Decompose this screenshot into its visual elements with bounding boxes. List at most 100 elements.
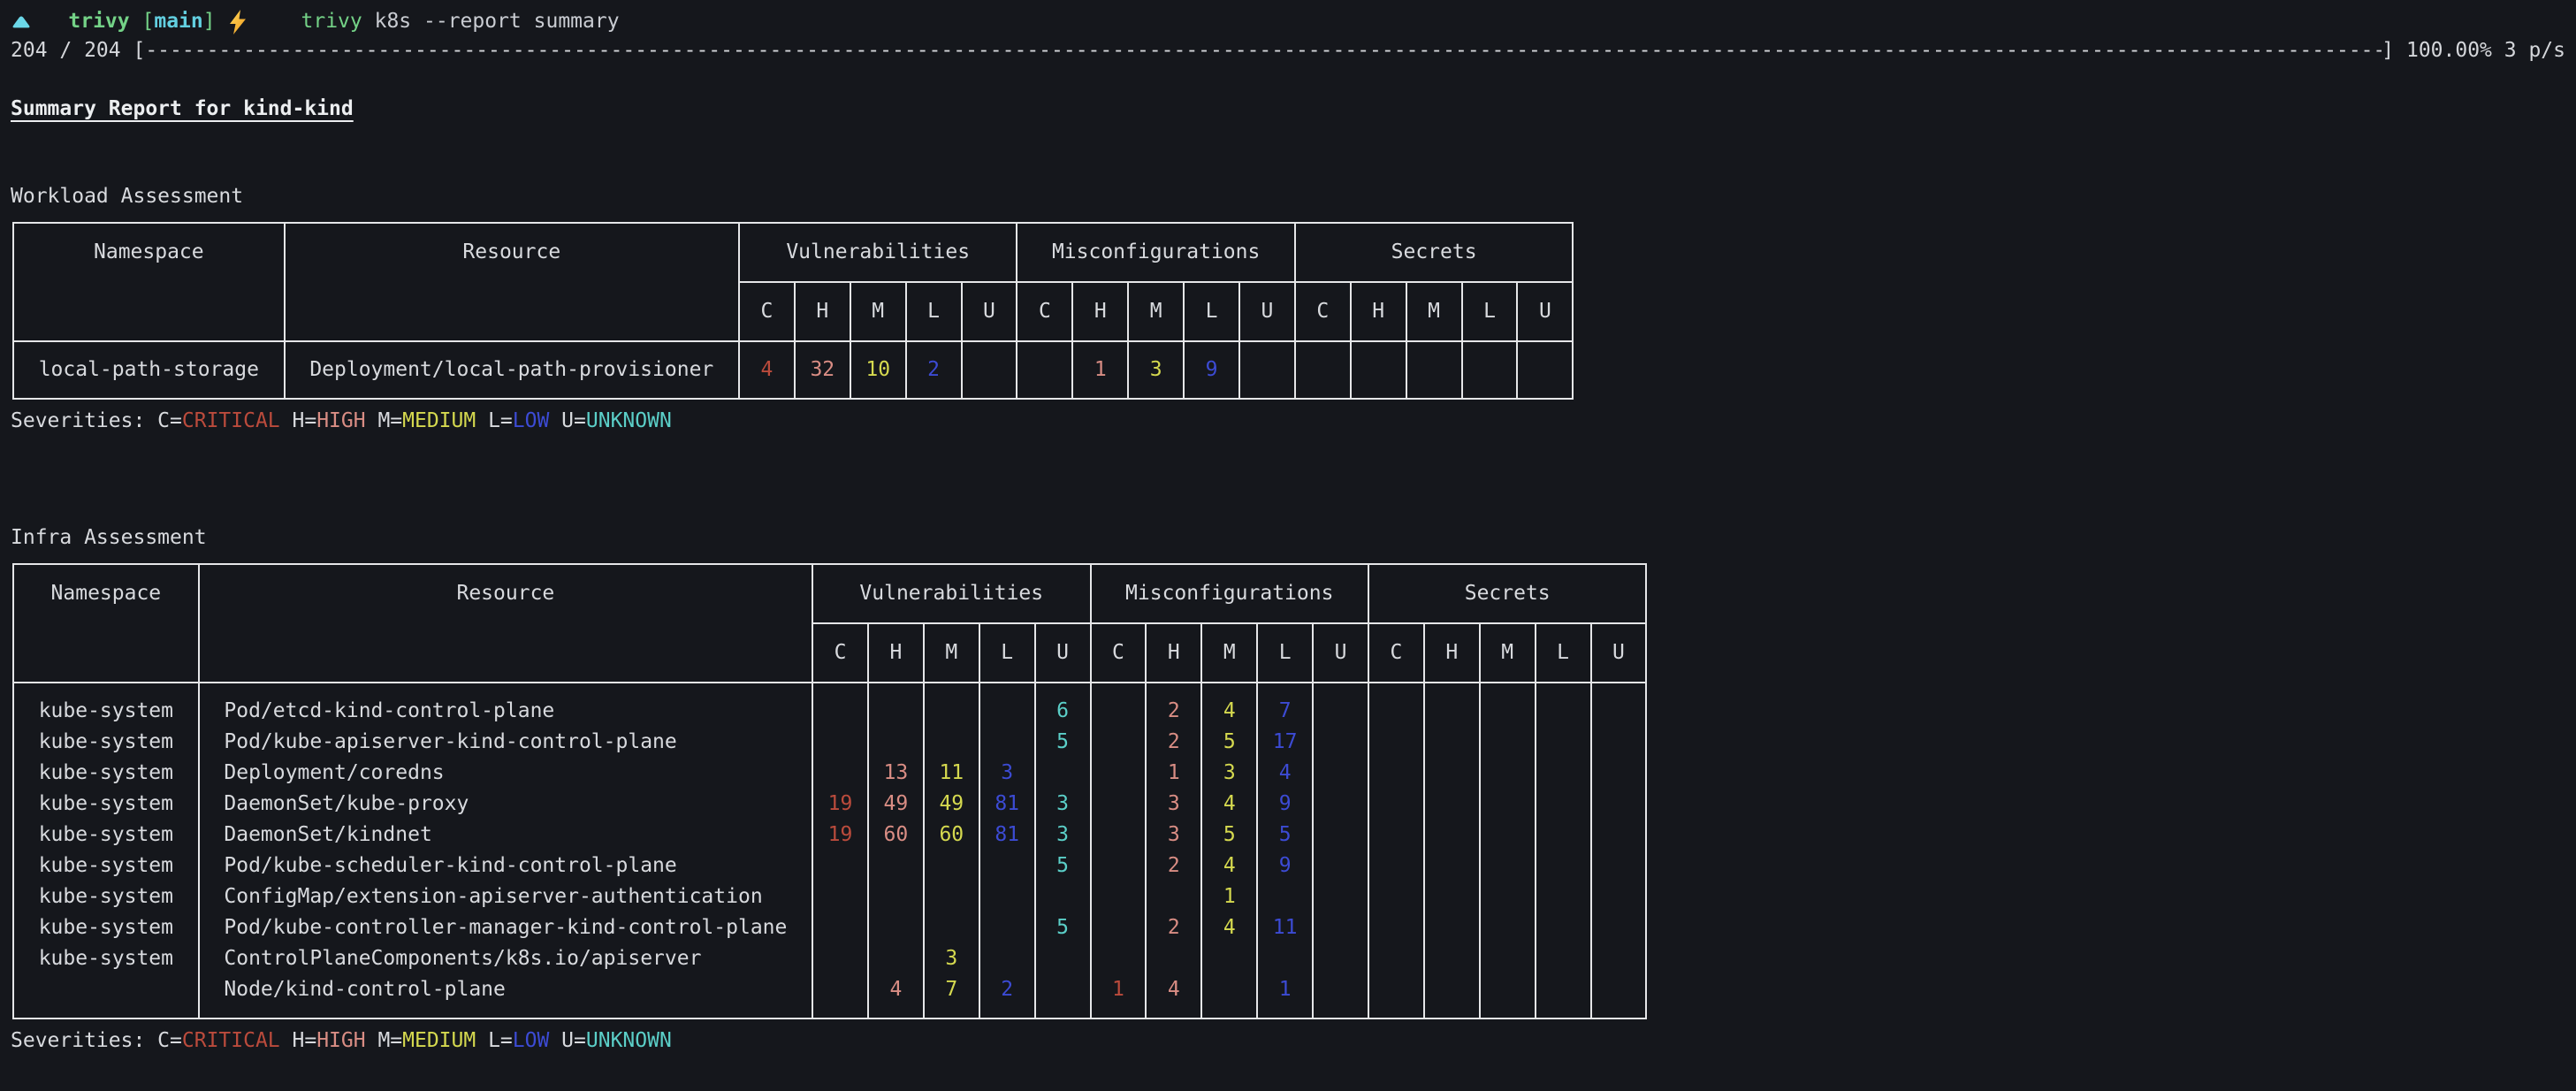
- column-header-H: H: [1071, 281, 1130, 342]
- severity-count-cell: [1089, 758, 1147, 789]
- severity-count-cell: [1367, 758, 1425, 789]
- severity-count-cell: [1016, 341, 1074, 399]
- legend-label: Severities:: [11, 409, 158, 432]
- severity-count-cell: 4: [1200, 851, 1259, 881]
- cell-namespace: kube-system: [12, 820, 200, 851]
- table-row: kube-system DaemonSet/kindnet 19 60 60 81 3 3 5 5: [12, 820, 1648, 851]
- cell-resource: DaemonSet/kube-proxy: [197, 789, 814, 820]
- severity-count-cell: 13: [866, 758, 925, 789]
- severity-count-cell: [866, 851, 925, 881]
- severity-count-cell: 5: [1033, 851, 1092, 881]
- cell-namespace: kube-system: [12, 758, 200, 789]
- legend-critical: CRITICAL: [181, 409, 280, 432]
- cell-resource: Deployment/coredns: [197, 758, 814, 789]
- cell-resource: Pod/kube-scheduler-kind-control-plane: [197, 851, 814, 881]
- severity-count-cell: [1422, 683, 1481, 727]
- severity-count-cell: 3: [1145, 789, 1203, 820]
- column-header-H: H: [1145, 622, 1203, 683]
- column-header-namespace: Namespace: [12, 563, 200, 683]
- workload-section-heading: Workload Assessment: [11, 185, 244, 208]
- group-header-misconfigurations: Misconfigurations: [1016, 222, 1296, 283]
- progress-percent: ] 100.00% 3 p/s: [2382, 39, 2565, 62]
- severity-count-cell: [1478, 974, 1536, 1019]
- column-header-M: M: [1127, 281, 1185, 342]
- cell-resource: Pod/etcd-kind-control-plane: [197, 683, 814, 727]
- severity-count-cell: [1256, 881, 1315, 912]
- severity-count-cell: 60: [866, 820, 925, 851]
- column-header-U: U: [1516, 281, 1574, 342]
- column-header-L: L: [904, 281, 963, 342]
- severity-count-cell: [1200, 974, 1259, 1019]
- legend-high: HIGH: [316, 409, 366, 432]
- severity-count-cell: 9: [1256, 789, 1315, 820]
- severity-count-cell: [1478, 851, 1536, 881]
- table-row: kube-system DaemonSet/kube-proxy 19 49 49 81 3…: [12, 789, 1648, 820]
- severity-count-cell: [1589, 758, 1648, 789]
- cell-resource: Pod/kube-controller-manager-kind-control…: [197, 912, 814, 943]
- severity-count-cell: [922, 912, 980, 943]
- severity-count-cell: 3: [1145, 820, 1203, 851]
- severity-count-cell: [1367, 683, 1425, 727]
- severity-count-cell: [1033, 881, 1092, 912]
- severity-count-cell: [1033, 943, 1092, 974]
- table-row: kube-system Pod/kube-controller-manager-k…: [12, 912, 1648, 943]
- severity-count-cell: 81: [978, 789, 1036, 820]
- severity-count-cell: [1367, 912, 1425, 943]
- severity-count-cell: [1312, 881, 1369, 912]
- cell-namespace: kube-system: [12, 683, 200, 727]
- severity-count-cell: [1367, 974, 1425, 1019]
- severity-count-cell: [1478, 758, 1536, 789]
- cell-namespace: local-path-storage: [12, 341, 286, 399]
- column-header-H: H: [866, 622, 925, 683]
- infra-table-body: kube-system Pod/etcd-kind-control-plane 6 2…: [12, 683, 1648, 1019]
- severity-count-cell: 10: [849, 341, 907, 399]
- report-title: Summary Report for kind-kind: [11, 97, 354, 120]
- severity-count-cell: 1: [1145, 758, 1203, 789]
- severity-count-cell: 6: [1033, 683, 1092, 727]
- column-header-U: U: [1238, 281, 1296, 342]
- severity-count-cell: [1089, 881, 1147, 912]
- severity-count-cell: [866, 881, 925, 912]
- severity-count-cell: [1405, 341, 1463, 399]
- triangle-up-icon: [11, 0, 59, 87]
- legend-medium: MEDIUM: [402, 1029, 476, 1052]
- severity-count-cell: [812, 758, 869, 789]
- severity-count-cell: [1312, 683, 1369, 727]
- severity-count-cell: [812, 881, 869, 912]
- severity-count-cell: [1422, 881, 1481, 912]
- severity-count-cell: 2: [1145, 727, 1203, 758]
- column-header-resource: Resource: [283, 222, 740, 342]
- severity-count-cell: [1478, 727, 1536, 758]
- severity-count-cell: 2: [1145, 851, 1203, 881]
- severity-count-cell: [812, 727, 869, 758]
- cell-namespace: [12, 974, 200, 1019]
- severity-count-cell: 3: [922, 943, 980, 974]
- severity-count-cell: 5: [1200, 727, 1259, 758]
- group-header-secrets: Secrets: [1293, 222, 1574, 283]
- severity-count-cell: [1256, 943, 1315, 974]
- severity-count-cell: 1: [1200, 881, 1259, 912]
- severity-count-cell: [1033, 974, 1092, 1019]
- cell-namespace: kube-system: [12, 789, 200, 820]
- severity-count-cell: 4: [1200, 683, 1259, 727]
- column-header-C: C: [737, 281, 796, 342]
- group-header-vulnerabilities: Vulnerabilities: [812, 563, 1092, 624]
- severity-count-cell: [1534, 789, 1592, 820]
- severity-count-cell: 4: [1145, 974, 1203, 1019]
- severity-count-cell: 49: [866, 789, 925, 820]
- progress-bar-track: ----------------------------------------…: [145, 39, 2382, 62]
- severity-count-cell: 5: [1200, 820, 1259, 851]
- severity-count-cell: 1: [1256, 974, 1315, 1019]
- severity-count-cell: [922, 727, 980, 758]
- severity-count-cell: [1033, 758, 1092, 789]
- severity-count-cell: 2: [1145, 683, 1203, 727]
- legend-label: Severities:: [11, 1029, 158, 1052]
- severity-count-cell: [1145, 943, 1203, 974]
- cell-namespace: kube-system: [12, 912, 200, 943]
- severity-count-cell: [1312, 789, 1369, 820]
- cell-resource: Pod/kube-apiserver-kind-control-plane: [197, 727, 814, 758]
- legend-low: LOW: [512, 1029, 550, 1052]
- severity-count-cell: [1312, 758, 1369, 789]
